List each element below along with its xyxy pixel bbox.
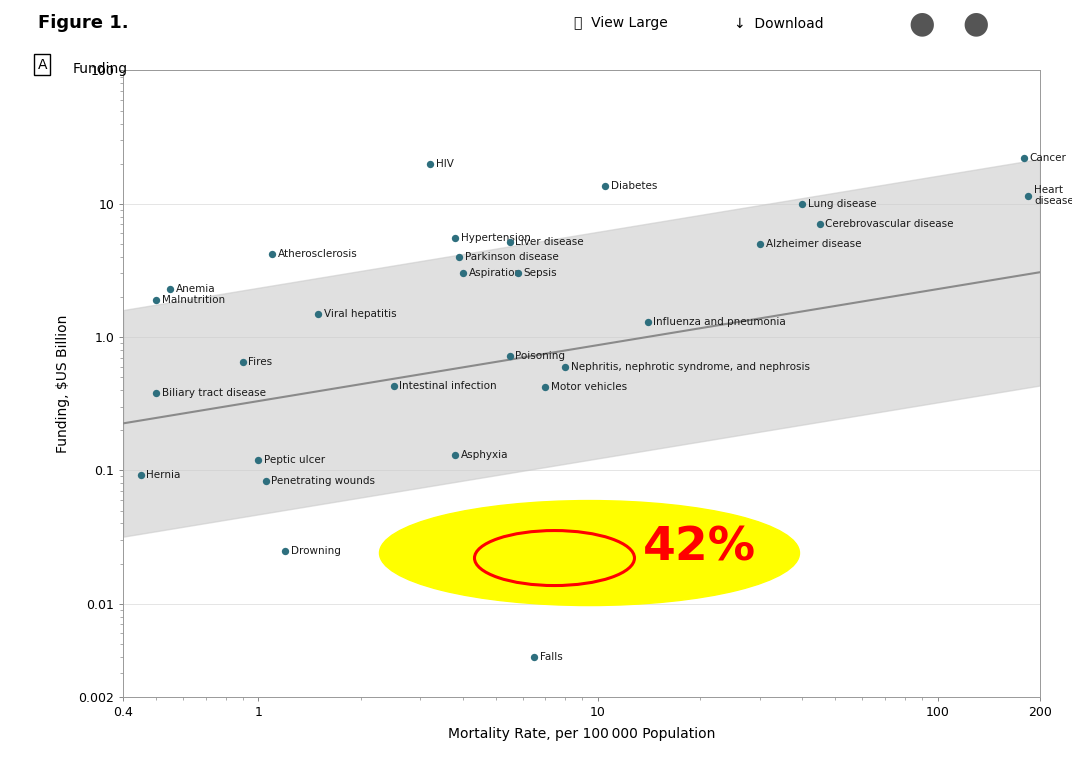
X-axis label: Mortality Rate, per 100 000 Population: Mortality Rate, per 100 000 Population bbox=[448, 727, 715, 742]
Point bbox=[1019, 189, 1037, 202]
Point bbox=[447, 449, 464, 461]
Point bbox=[455, 267, 472, 280]
Text: Cerebrovascular disease: Cerebrovascular disease bbox=[825, 219, 954, 229]
Point bbox=[148, 294, 165, 306]
Text: HIV: HIV bbox=[435, 159, 453, 168]
Text: Anemia: Anemia bbox=[176, 284, 215, 294]
Text: Parkinson disease: Parkinson disease bbox=[464, 252, 559, 262]
Point bbox=[277, 544, 294, 557]
Point bbox=[794, 197, 812, 210]
Point bbox=[162, 283, 179, 295]
Point bbox=[509, 267, 526, 280]
Text: Atherosclerosis: Atherosclerosis bbox=[278, 249, 358, 259]
Text: Influenza and pneumonia: Influenza and pneumonia bbox=[653, 317, 786, 327]
Text: Hernia: Hernia bbox=[146, 471, 180, 480]
Point bbox=[450, 251, 467, 263]
Text: Viral hepatitis: Viral hepatitis bbox=[324, 309, 397, 319]
Point bbox=[132, 469, 149, 482]
Text: Biliary tract disease: Biliary tract disease bbox=[162, 388, 266, 398]
Point bbox=[502, 350, 519, 363]
Point bbox=[751, 238, 769, 251]
Text: Asphyxia: Asphyxia bbox=[461, 450, 508, 460]
Text: Poisoning: Poisoning bbox=[516, 351, 565, 361]
Point bbox=[250, 453, 267, 466]
Text: ⧄  View Large: ⧄ View Large bbox=[574, 16, 667, 31]
Point bbox=[310, 308, 327, 320]
Text: Funding: Funding bbox=[73, 62, 128, 76]
Text: Cancer: Cancer bbox=[1030, 153, 1067, 163]
Text: A: A bbox=[38, 58, 47, 72]
Point bbox=[148, 387, 165, 399]
Point bbox=[1016, 152, 1033, 164]
Text: Drowning: Drowning bbox=[291, 546, 341, 556]
Text: Falls: Falls bbox=[540, 651, 563, 662]
Text: Peptic ulcer: Peptic ulcer bbox=[264, 455, 325, 465]
Text: Aspiration: Aspiration bbox=[468, 269, 522, 279]
Text: Sepsis: Sepsis bbox=[523, 269, 556, 279]
Text: ↓  Download: ↓ Download bbox=[734, 16, 824, 31]
Text: Fires: Fires bbox=[249, 357, 272, 367]
Point bbox=[257, 475, 274, 488]
Text: Nephritis, nephrotic syndrome, and nephrosis: Nephritis, nephrotic syndrome, and nephr… bbox=[570, 362, 809, 372]
Text: Gun violence: Gun violence bbox=[540, 553, 608, 563]
Point bbox=[556, 360, 574, 373]
Point bbox=[421, 157, 438, 170]
Text: Figure 1.: Figure 1. bbox=[38, 15, 129, 32]
Point bbox=[639, 316, 656, 328]
Text: Motor vehicles: Motor vehicles bbox=[551, 382, 627, 392]
Text: ●: ● bbox=[909, 9, 935, 38]
Point bbox=[385, 380, 402, 392]
Text: ●: ● bbox=[963, 9, 988, 38]
Point bbox=[447, 232, 464, 244]
Point bbox=[526, 651, 544, 663]
Text: Lung disease: Lung disease bbox=[808, 199, 877, 209]
Text: Hypertension: Hypertension bbox=[461, 233, 531, 244]
Text: Intestinal infection: Intestinal infection bbox=[399, 381, 496, 391]
Text: 42%: 42% bbox=[643, 525, 756, 571]
Text: Diabetes: Diabetes bbox=[611, 182, 657, 191]
Point bbox=[597, 180, 614, 193]
Point bbox=[812, 218, 829, 231]
Text: Liver disease: Liver disease bbox=[516, 236, 584, 247]
Point bbox=[502, 236, 519, 248]
Point bbox=[537, 381, 554, 394]
Y-axis label: Funding, $US Billion: Funding, $US Billion bbox=[56, 315, 70, 453]
Point bbox=[526, 552, 544, 565]
Text: Penetrating wounds: Penetrating wounds bbox=[271, 476, 375, 486]
Text: Malnutrition: Malnutrition bbox=[162, 295, 225, 305]
Text: Alzheimer disease: Alzheimer disease bbox=[765, 239, 861, 249]
Text: Heart
disease: Heart disease bbox=[1033, 185, 1072, 207]
Point bbox=[235, 355, 252, 368]
Point bbox=[264, 247, 281, 260]
